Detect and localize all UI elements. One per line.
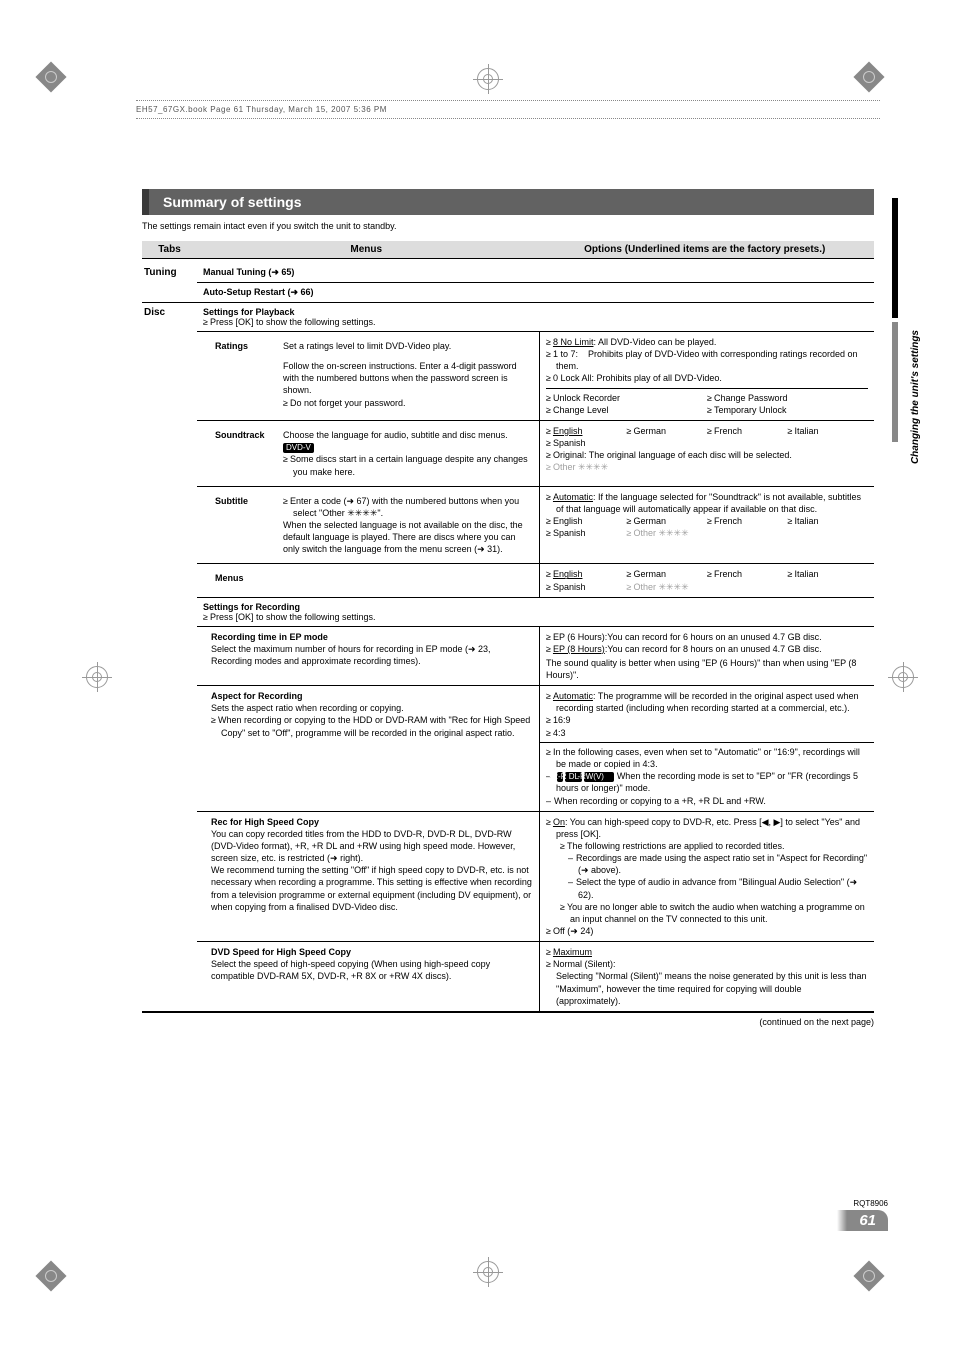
aspect-options: Automatic: The programme will be recorde… [539,686,874,811]
header-tabs: Tabs [142,241,197,258]
row-aspect: Aspect for Recording Sets the aspect rat… [197,686,874,812]
footer-code: RQT8906 [847,1199,888,1208]
section-disc: Disc Settings for Playback Press [OK] to… [142,303,874,1013]
print-job-line: EH57_67GX.book Page 61 Thursday, March 1… [136,100,880,119]
auto-setup-restart: Auto-Setup Restart (➜ 66) [197,283,874,302]
rec-hs-options: On: You can high-speed copy to DVD-R, et… [539,812,874,941]
side-accent-bar [892,198,898,318]
subtitle-options: Automatic: If the language selected for … [539,487,874,564]
header-menus: Menus [197,241,536,258]
side-accent-bar-grey [892,322,898,442]
soundtrack-options: English German French Italian Spanish Or… [539,421,874,486]
soundtrack-label: Soundtrack [211,425,281,482]
manual-tuning: Manual Tuning (➜ 65) [197,263,874,282]
continued-note: (continued on the next page) [142,1013,874,1027]
tab-tuning: Tuning [142,263,197,302]
page-number: 61 [847,1210,888,1231]
ep-time-options: EP (6 Hours):You can record for 6 hours … [539,627,874,686]
table-header: Tabs Menus Options (Underlined items are… [142,241,874,259]
menus-label: Menus [211,568,281,588]
section-tuning: Tuning Manual Tuning (➜ 65) Auto-Setup R… [142,263,874,303]
row-menus: Menus English German French Italian Span… [197,564,874,597]
page-subtitle: The settings remain intact even if you s… [142,221,874,231]
row-subtitle: Subtitle Enter a code (➜ 67) with the nu… [197,487,874,565]
dvd-speed-options: Maximum Normal (Silent): Selecting "Norm… [539,942,874,1011]
row-soundtrack: Soundtrack Choose the language for audio… [197,421,874,487]
settings-for-playback-header: Settings for Playback Press [OK] to show… [197,303,874,331]
page-title-banner: Summary of settings [142,189,874,215]
page-footer: RQT8906 61 [847,1199,888,1229]
row-ep-time: Recording time in EP mode Select the max… [197,627,874,687]
menus-options: English German French Italian Spanish Ot… [539,564,874,596]
header-options: Options (Underlined items are the factor… [536,241,875,258]
row-rec-hs: Rec for High Speed Copy You can copy rec… [197,812,874,942]
settings-for-recording-header: Settings for Recording Press [OK] to sho… [197,598,874,626]
subtitle-label: Subtitle [211,491,281,560]
row-ratings: Ratings Set a ratings level to limit DVD… [197,332,874,421]
side-section-label: Changing the unit's settings [910,330,921,464]
tab-disc: Disc [142,303,197,1011]
row-dvd-speed: DVD Speed for High Speed Copy Select the… [197,942,874,1011]
ratings-label: Ratings [211,336,281,413]
ratings-options: 8 No Limit: All DVD-Video can be played.… [539,332,874,420]
